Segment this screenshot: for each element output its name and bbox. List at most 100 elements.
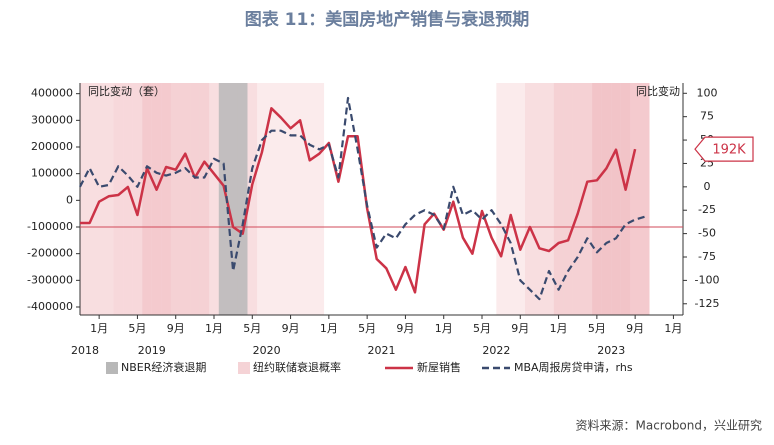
x-tick-label: 5月 <box>588 322 606 335</box>
recession-probability-band <box>601 83 612 315</box>
recession-probability-band <box>611 83 621 315</box>
legend-label: NBER经济衰退期 <box>121 360 206 374</box>
recession-probability-band <box>170 83 181 315</box>
recession-probability-band <box>458 83 468 315</box>
y-tick-label: -400000 <box>27 300 73 313</box>
x-tick-label: 5月 <box>128 322 146 335</box>
recession-probability-band <box>334 83 344 315</box>
recession-probability-band <box>429 83 439 315</box>
x-year-label: 2023 <box>597 344 625 357</box>
recession-probability-band <box>362 83 372 315</box>
y2-tick-label: 100 <box>697 86 718 99</box>
recession-probability-band <box>314 83 325 315</box>
x-tick-label: 1月 <box>90 322 108 335</box>
x-tick-label: 1月 <box>320 322 338 335</box>
y-tick-label: 100000 <box>31 167 73 180</box>
y2-tick-label: -125 <box>695 297 720 310</box>
recession-probability-band <box>515 83 526 315</box>
y-axis-label: 同比变动（套） <box>88 84 165 98</box>
legend-swatch <box>106 362 118 374</box>
recession-probability-band <box>525 83 535 315</box>
recession-probability-band <box>84 83 95 315</box>
recession-probability-band <box>620 83 631 315</box>
recession-probability-band <box>247 83 258 315</box>
recession-probability-band <box>477 83 487 315</box>
shading-layer <box>80 83 650 315</box>
y-tick-label: -100000 <box>27 220 73 233</box>
y2-tick-label: 0 <box>704 180 711 193</box>
recession-probability-band <box>113 83 124 315</box>
y-tick-label: -200000 <box>27 247 73 260</box>
legend-swatch <box>238 362 250 374</box>
x-tick-label: 5月 <box>358 322 376 335</box>
y2-tick-label: -50 <box>698 227 716 240</box>
recession-probability-band <box>401 83 411 315</box>
y2-tick-label: -75 <box>698 250 716 263</box>
recession-probability-band <box>439 83 449 315</box>
x-tick-label: 9月 <box>396 322 414 335</box>
recession-probability-band <box>209 83 219 315</box>
recession-probability-band <box>103 83 114 315</box>
y-tick-label: 0 <box>66 193 73 206</box>
y-tick-label: 300000 <box>31 113 73 126</box>
x-year-label: 2022 <box>482 344 510 357</box>
x-tick-label: 1月 <box>205 322 223 335</box>
recession-probability-band <box>639 83 650 315</box>
recession-probability-band <box>295 83 305 315</box>
recession-probability-band <box>496 83 506 315</box>
recession-probability-band <box>534 83 545 315</box>
x-tick-label: 1月 <box>550 322 568 335</box>
recession-probability-band <box>123 83 133 315</box>
x-year-label: 2019 <box>138 344 166 357</box>
recession-probability-band <box>190 83 200 315</box>
x-tick-label: 9月 <box>626 322 644 335</box>
legend-label: 纽约联储衰退概率 <box>253 360 341 374</box>
recession-probability-band <box>372 83 382 315</box>
recession-probability-band <box>151 83 162 315</box>
y-tick-label: 200000 <box>31 140 73 153</box>
recession-probability-band <box>285 83 296 315</box>
recession-probability-band <box>161 83 171 315</box>
y-tick-label: -300000 <box>27 273 73 286</box>
chart-title: 图表 11：美国房地产销售与衰退预期 <box>245 9 530 30</box>
recession-probability-band <box>132 83 143 315</box>
recession-probability-band <box>382 83 392 315</box>
y2-tick-label: -25 <box>698 203 716 216</box>
annotation-box <box>694 136 754 162</box>
x-year-label: 2021 <box>368 344 396 357</box>
recession-probability-band <box>324 83 334 315</box>
recession-probability-band <box>582 83 593 315</box>
recession-probability-band <box>592 83 602 315</box>
legend-label: 新屋销售 <box>417 360 461 374</box>
x-year-label: 2020 <box>253 344 281 357</box>
recession-probability-band <box>420 83 430 315</box>
source: 资料来源：Macrobond，兴业研究 <box>576 418 763 433</box>
recession-probability-band <box>487 83 497 315</box>
recession-probability-band <box>544 83 554 315</box>
recession-probability-band <box>142 83 152 315</box>
recession-probability-band <box>553 83 564 315</box>
recession-probability-band <box>80 83 85 315</box>
recession-probability-band <box>94 83 104 315</box>
recession-probability-band <box>199 83 210 315</box>
recession-probability-band <box>266 83 277 315</box>
x-tick-label: 9月 <box>511 322 529 335</box>
x-tick-label: 9月 <box>282 322 300 335</box>
recession-probability-band <box>353 83 363 315</box>
recession-probability-band <box>304 83 315 315</box>
y2-tick-label: -100 <box>695 273 720 286</box>
recession-probability-band <box>572 83 583 315</box>
recession-probability-band <box>180 83 191 315</box>
x-tick-label: 5月 <box>473 322 491 335</box>
recession-probability-band <box>257 83 267 315</box>
x-tick-label: 1月 <box>435 322 453 335</box>
y2-tick-label: 75 <box>700 110 714 123</box>
x-tick-label: 1月 <box>664 322 682 335</box>
y2-axis-label: 同比变动 <box>636 84 680 98</box>
x-tick-label: 9月 <box>167 322 185 335</box>
y-tick-label: 400000 <box>31 87 73 100</box>
recession-probability-band <box>630 83 640 315</box>
nber-recession <box>218 83 248 315</box>
recession-probability-band <box>505 83 516 315</box>
